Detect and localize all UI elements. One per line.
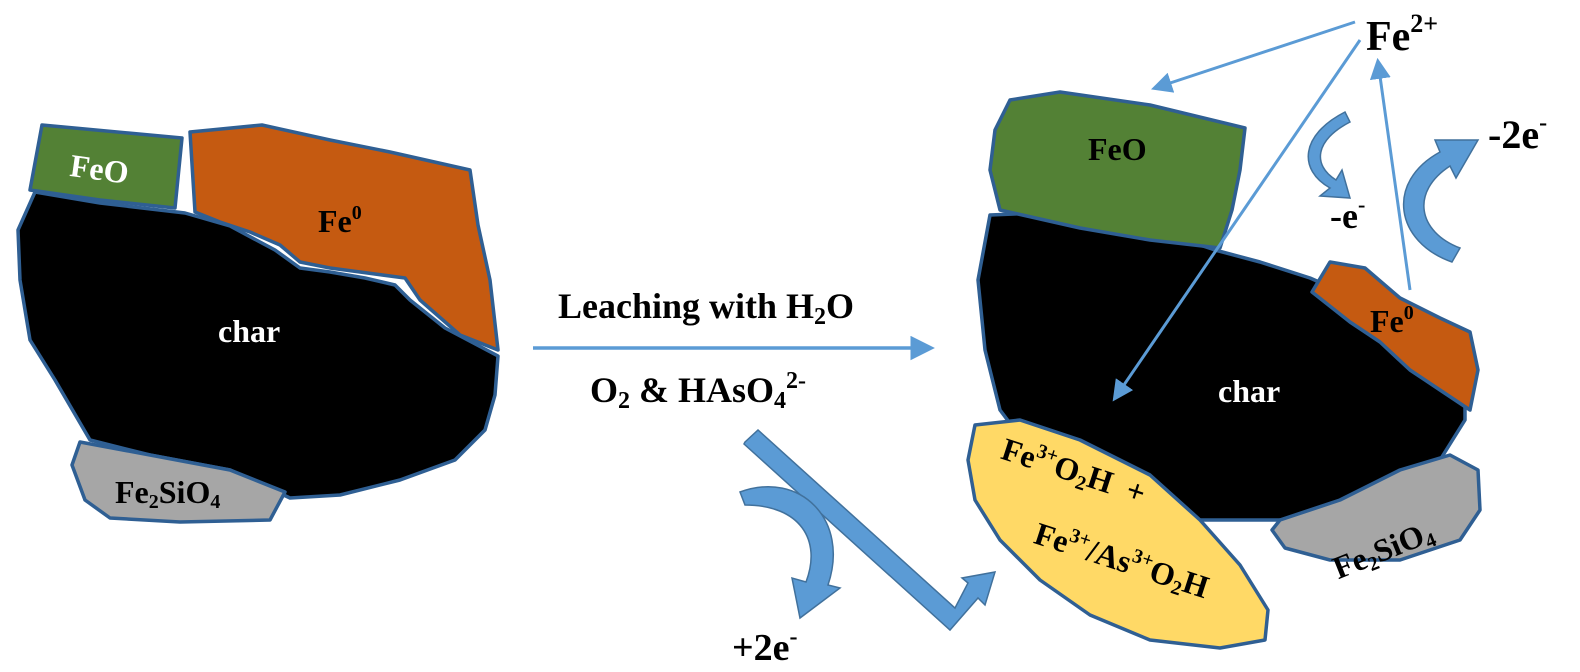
minus-one-electron-curved-arrow	[1307, 110, 1352, 199]
process-arrow-group: Leaching with H2O O2 & HAsO42-	[533, 286, 935, 414]
fe2-to-char-arrow	[1112, 39, 1362, 402]
plus-two-electron-curved-arrow	[739, 486, 842, 620]
right-feo-grain	[988, 90, 1247, 250]
left-fe0-grain	[188, 123, 500, 352]
zigzag-arrow	[743, 428, 997, 632]
right-fe2sio4-grain	[1270, 453, 1482, 562]
process-condition-line2: O2 & HAsO42-	[590, 368, 806, 414]
fe0-to-fe2-arrow	[1369, 57, 1412, 291]
left-char-label: char	[218, 313, 280, 349]
left-particle: FeO Fe0 char Fe2SiO4	[16, 123, 500, 524]
process-condition-line1: Leaching with H2O	[558, 286, 854, 330]
minus-two-electron-curved-arrow	[1402, 139, 1480, 263]
right-fe0-label: Fe0	[1370, 302, 1414, 339]
right-particle: FeO char Fe0 Fe2SiO4 Fe3+O2H + Fe3+/As3+…	[966, 90, 1482, 650]
left-fe2sio4-grain	[70, 440, 287, 524]
right-oxyhydroxide-grain	[966, 418, 1270, 650]
left-fe2sio4-label: Fe2SiO4	[115, 474, 220, 513]
left-feo-grain	[28, 123, 184, 210]
right-fe0-grain	[1310, 260, 1480, 412]
fe2-to-feo-arrow	[1151, 20, 1356, 93]
left-fe0-label: Fe0	[318, 202, 362, 239]
left-feo-label: FeO	[68, 147, 131, 191]
minus-two-electron-label: -2e-	[1488, 110, 1547, 157]
left-fe0-superscript: 0	[352, 202, 362, 224]
fe2-ion-label: Fe2+	[1366, 9, 1438, 60]
minus-one-electron-label: -e-	[1330, 192, 1365, 236]
left-char-grain	[16, 190, 500, 500]
plus-two-electron-label: +2e-	[732, 624, 798, 669]
right-feo-label: FeO	[1088, 131, 1147, 167]
right-char-label: char	[1218, 373, 1280, 409]
